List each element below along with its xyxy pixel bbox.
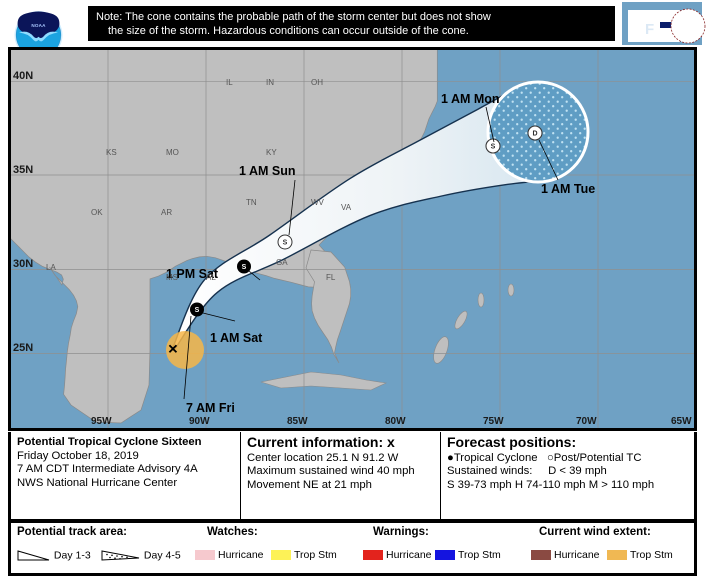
svg-text:80W: 80W — [385, 416, 406, 427]
svg-text:30N: 30N — [13, 258, 33, 270]
svg-text:40N: 40N — [13, 70, 33, 82]
svg-text:TN: TN — [246, 198, 257, 207]
svg-text:1 AM Tue: 1 AM Tue — [541, 182, 595, 196]
svg-text:VA: VA — [341, 203, 352, 212]
svg-text:AL: AL — [206, 273, 216, 282]
svg-text:FL: FL — [326, 273, 336, 282]
svg-text:90W: 90W — [189, 416, 210, 427]
svg-text:S: S — [491, 144, 496, 151]
svg-text:GA: GA — [276, 258, 288, 267]
svg-text:✕: ✕ — [168, 342, 179, 357]
svg-text:IN: IN — [266, 78, 274, 87]
svg-text:7 AM Fri: 7 AM Fri — [186, 401, 235, 415]
svg-text:S: S — [195, 307, 200, 314]
svg-text:IL: IL — [226, 78, 233, 87]
svg-text:KY: KY — [266, 148, 277, 157]
svg-text:65W: 65W — [671, 416, 692, 427]
svg-text:S: S — [283, 240, 288, 247]
svg-text:MS: MS — [166, 273, 178, 282]
svg-text:MO: MO — [166, 148, 179, 157]
svg-text:F: F — [645, 21, 654, 38]
svg-text:LA: LA — [46, 263, 56, 272]
svg-text:KS: KS — [106, 148, 117, 157]
svg-text:WV: WV — [311, 198, 325, 207]
svg-text:95W: 95W — [91, 416, 112, 427]
svg-text:35N: 35N — [13, 164, 33, 176]
svg-text:Note: The cone contains the pr: Note: The cone contains the probable pat… — [96, 11, 491, 23]
svg-text:1 AM Sun: 1 AM Sun — [239, 164, 295, 178]
svg-text:85W: 85W — [287, 416, 308, 427]
svg-text:NOAA: NOAA — [31, 23, 46, 28]
svg-text:the size of the storm. Hazardo: the size of the storm. Hazardous conditi… — [108, 25, 469, 37]
svg-text:1 AM Sat: 1 AM Sat — [210, 331, 263, 345]
svg-text:OK: OK — [91, 208, 103, 217]
svg-text:S: S — [242, 264, 247, 271]
svg-text:OH: OH — [311, 78, 323, 87]
svg-text:AR: AR — [161, 208, 172, 217]
svg-text:75W: 75W — [483, 416, 504, 427]
svg-text:25N: 25N — [13, 342, 33, 354]
svg-text:70W: 70W — [576, 416, 597, 427]
svg-text:1 AM Mon: 1 AM Mon — [441, 92, 500, 106]
svg-text:E: E — [630, 19, 640, 36]
svg-text:D: D — [532, 131, 537, 138]
